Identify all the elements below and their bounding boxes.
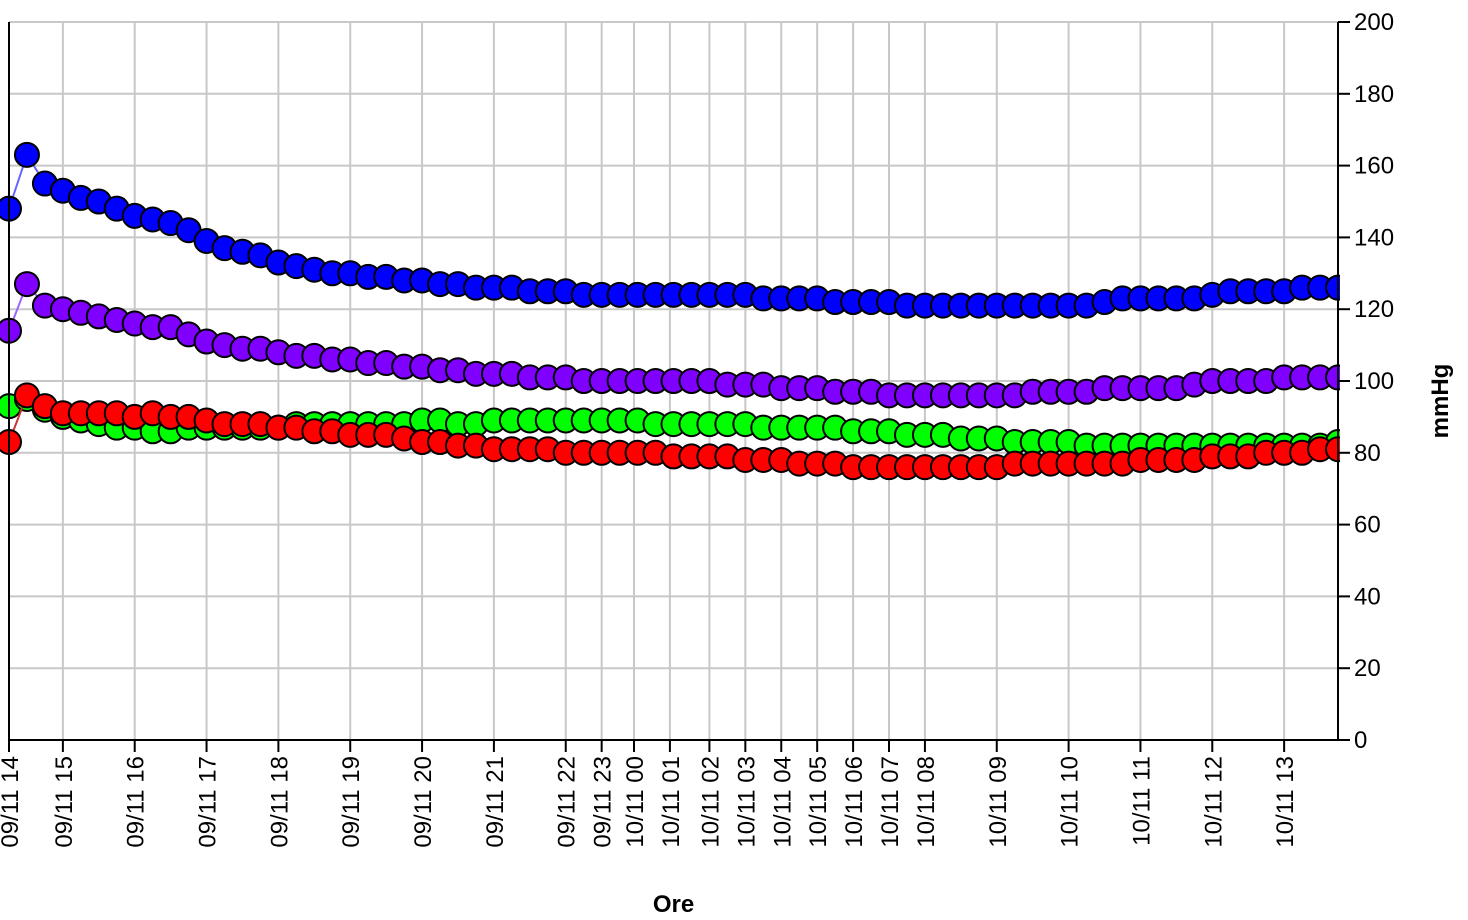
x-tick-label: 10/11 12 (1200, 756, 1227, 848)
x-tick-label: 10/11 11 (1128, 756, 1155, 846)
data-point (0, 195, 22, 222)
x-tick-label: 09/11 20 (410, 756, 437, 848)
x-tick-label: 09/11 15 (51, 756, 78, 848)
x-tick-label: 10/11 13 (1272, 756, 1299, 848)
x-tick-label: 09/11 19 (338, 756, 365, 848)
y-tick-label: 100 (1354, 368, 1394, 395)
data-point (13, 141, 40, 168)
x-tick-label: 10/11 04 (769, 756, 796, 848)
x-tick-label: 09/11 17 (195, 756, 222, 848)
x-tick-label: 10/11 01 (658, 756, 685, 848)
x-tick-label: 09/11 23 (590, 756, 617, 848)
y-tick-label: 160 (1354, 153, 1394, 180)
x-tick-label: 10/11 09 (985, 756, 1012, 848)
y-tick-label: 180 (1354, 81, 1394, 108)
y-tick-label: 120 (1354, 296, 1394, 323)
data-point (0, 429, 22, 456)
series-4 (0, 382, 1340, 481)
y-tick-label: 80 (1354, 440, 1381, 467)
x-tick-label: 10/11 02 (697, 756, 724, 848)
y-tick-label: 200 (1354, 9, 1394, 36)
y-tick-label: 60 (1354, 512, 1381, 539)
y-tick-label: 0 (1354, 727, 1367, 754)
data-point (13, 271, 40, 298)
x-tick-label: 09/11 18 (266, 756, 293, 848)
x-axis-ticks: 09/11 14 09/11 15 09/11 16 09/11 17 09/11 18… (0, 740, 1299, 848)
y-tick-label: 40 (1354, 583, 1381, 610)
x-tick-label: 10/11 06 (841, 756, 868, 848)
x-tick-label: 10/11 03 (733, 756, 760, 848)
y-tick-label: 140 (1354, 224, 1394, 251)
x-tick-label: 09/11 14 (0, 756, 24, 848)
series-1 (0, 141, 1340, 319)
series-layer (0, 141, 1340, 481)
x-tick-label: 10/11 10 (1057, 756, 1084, 848)
series-2 (0, 271, 1340, 409)
x-tick-label: 09/11 16 (123, 756, 150, 848)
x-tick-label: 10/11 00 (622, 756, 649, 848)
data-point (0, 317, 22, 344)
x-axis-title: Ore (653, 891, 694, 918)
x-tick-label: 10/11 05 (805, 756, 832, 848)
x-tick-label: 09/11 21 (482, 756, 509, 848)
x-tick-label: 09/11 22 (554, 756, 581, 848)
y-axis-ticks: 0 20 40 60 80 100 120 140 160 180 200 (1338, 9, 1394, 754)
x-tick-label: 10/11 07 (877, 756, 904, 848)
x-tick-label: 10/11 08 (913, 756, 940, 848)
y-tick-label: 20 (1354, 655, 1381, 682)
y-axis-title: mmHg (1427, 364, 1454, 439)
